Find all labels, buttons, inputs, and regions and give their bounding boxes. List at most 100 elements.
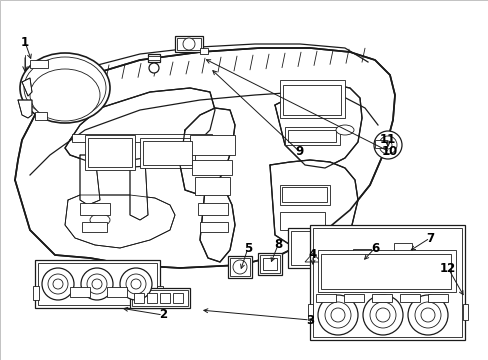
- Ellipse shape: [20, 53, 110, 123]
- Bar: [343, 294, 363, 302]
- Bar: [70, 287, 90, 297]
- Bar: [175, 36, 203, 52]
- Bar: [190, 135, 235, 155]
- Bar: [148, 56, 160, 60]
- Circle shape: [330, 308, 345, 322]
- Bar: [280, 212, 325, 230]
- Bar: [107, 287, 127, 297]
- Bar: [88, 138, 132, 167]
- Circle shape: [373, 131, 401, 159]
- Bar: [80, 203, 110, 215]
- Ellipse shape: [90, 214, 110, 226]
- Bar: [282, 187, 326, 202]
- Circle shape: [317, 295, 357, 335]
- Text: 6: 6: [370, 242, 378, 255]
- Bar: [30, 60, 48, 68]
- Bar: [130, 288, 190, 308]
- Polygon shape: [200, 185, 235, 262]
- Ellipse shape: [335, 125, 353, 135]
- Text: 4: 4: [308, 248, 317, 261]
- Bar: [263, 258, 276, 270]
- Bar: [200, 48, 207, 54]
- Bar: [147, 293, 157, 303]
- Text: 11: 11: [379, 134, 395, 147]
- Text: 3: 3: [305, 314, 313, 327]
- Bar: [35, 260, 160, 308]
- Bar: [307, 304, 312, 320]
- Bar: [389, 238, 415, 262]
- Circle shape: [232, 260, 246, 274]
- Bar: [374, 140, 386, 148]
- Bar: [280, 185, 329, 205]
- Bar: [38, 263, 157, 305]
- Bar: [33, 286, 39, 300]
- Bar: [227, 256, 251, 278]
- Bar: [35, 112, 47, 120]
- Bar: [309, 225, 464, 340]
- Circle shape: [378, 136, 396, 154]
- Circle shape: [383, 141, 391, 149]
- Bar: [260, 255, 280, 273]
- Circle shape: [375, 308, 389, 322]
- Text: 10: 10: [381, 145, 397, 158]
- Ellipse shape: [24, 57, 106, 119]
- Bar: [352, 249, 370, 263]
- Circle shape: [149, 63, 159, 73]
- Circle shape: [120, 268, 152, 300]
- Bar: [132, 290, 187, 306]
- Bar: [427, 294, 447, 302]
- Circle shape: [131, 279, 141, 289]
- Bar: [148, 54, 160, 62]
- Bar: [287, 130, 335, 142]
- Bar: [229, 258, 249, 276]
- Bar: [72, 134, 212, 142]
- Circle shape: [42, 268, 74, 300]
- Polygon shape: [269, 160, 357, 250]
- Bar: [391, 240, 413, 260]
- Text: 7: 7: [425, 231, 433, 244]
- Polygon shape: [65, 195, 175, 248]
- Text: 1: 1: [21, 36, 29, 49]
- Circle shape: [362, 295, 402, 335]
- Bar: [82, 222, 107, 232]
- Polygon shape: [274, 85, 361, 168]
- Circle shape: [369, 302, 395, 328]
- Polygon shape: [65, 88, 215, 168]
- Bar: [280, 80, 345, 118]
- Circle shape: [414, 302, 440, 328]
- Circle shape: [48, 274, 68, 294]
- Bar: [371, 294, 391, 302]
- Bar: [320, 254, 450, 289]
- Circle shape: [126, 274, 146, 294]
- Text: 9: 9: [295, 145, 304, 158]
- Bar: [258, 253, 282, 275]
- Circle shape: [407, 295, 447, 335]
- Bar: [134, 293, 143, 303]
- Bar: [290, 231, 334, 265]
- Ellipse shape: [30, 69, 100, 121]
- Text: 5: 5: [244, 242, 252, 255]
- Bar: [177, 38, 201, 50]
- Circle shape: [420, 308, 434, 322]
- Circle shape: [87, 274, 107, 294]
- Bar: [317, 250, 455, 292]
- Bar: [195, 177, 229, 195]
- Polygon shape: [180, 108, 235, 195]
- Circle shape: [53, 279, 63, 289]
- Bar: [200, 222, 227, 232]
- Bar: [140, 138, 195, 168]
- Polygon shape: [80, 155, 100, 205]
- Text: 12: 12: [439, 261, 455, 274]
- Text: 2: 2: [159, 309, 167, 321]
- Bar: [393, 243, 411, 257]
- Bar: [157, 286, 163, 300]
- Bar: [347, 244, 375, 268]
- Bar: [349, 246, 373, 266]
- Polygon shape: [18, 100, 32, 118]
- Bar: [198, 203, 227, 215]
- Circle shape: [325, 302, 350, 328]
- Bar: [85, 135, 135, 170]
- Bar: [160, 293, 170, 303]
- Bar: [315, 294, 335, 302]
- Polygon shape: [130, 158, 148, 220]
